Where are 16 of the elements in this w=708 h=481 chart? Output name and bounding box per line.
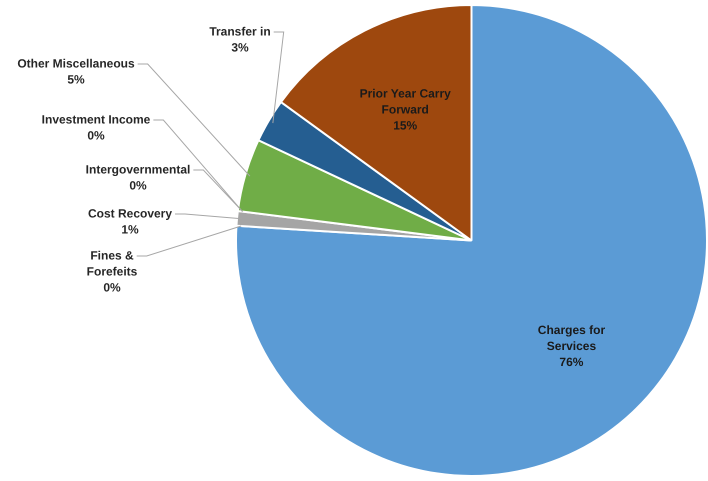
data-label: 15% (393, 118, 418, 133)
data-label: 1% (121, 222, 139, 236)
data-label: 3% (231, 40, 249, 54)
data-label: 76% (559, 355, 584, 370)
category-label: Fines & Forefeits (86, 248, 138, 278)
text: 0% (103, 280, 121, 294)
slice-label: Prior Year Carry Forward (360, 86, 452, 117)
category-label: Investment Income (42, 112, 150, 126)
slice-label: Other Miscellaneous (17, 56, 136, 70)
category-label: Intergovernmental (86, 162, 190, 176)
slice-label: Transfer in (209, 24, 271, 38)
slice-label: Cost Recovery (88, 206, 172, 220)
slice-label: Charges for Services (538, 323, 606, 354)
data-label: 5% (67, 72, 85, 86)
text: 0% (87, 128, 105, 142)
text: 0% (129, 178, 147, 192)
